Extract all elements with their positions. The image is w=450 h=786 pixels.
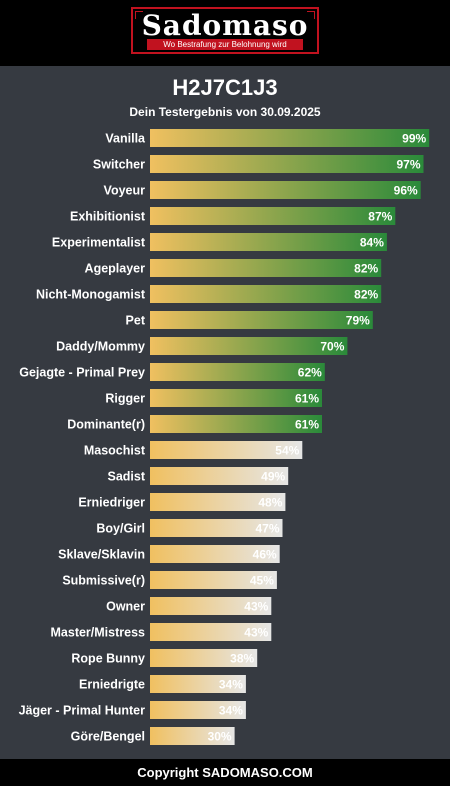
category-label: Boy/Girl: [96, 522, 145, 536]
category-label: Switcher: [93, 158, 145, 172]
bar-value-label: 84%: [360, 236, 384, 250]
category-label: Jäger - Primal Hunter: [19, 704, 146, 718]
result-bar-chart: Vanilla 99% Switcher 97% Voyeur 96% Exhibition…: [19, 129, 430, 745]
result-bar: [150, 701, 246, 719]
category-label: Pet: [126, 314, 146, 328]
result-bar: [150, 415, 322, 433]
bar-value-label: 43%: [244, 626, 268, 640]
category-label: Experimentalist: [52, 236, 146, 250]
result-bar: [150, 285, 382, 303]
logo-corner-ornament: [135, 11, 143, 19]
logo-tagline: Wo Bestrafung zur Belohnung wird: [147, 39, 303, 50]
result-bar: [150, 207, 396, 225]
result-bar: [150, 519, 283, 537]
bar-value-label: 30%: [208, 730, 232, 744]
category-label: Rope Bunny: [71, 652, 145, 666]
result-bar: [150, 545, 280, 563]
bar-value-label: 70%: [320, 340, 344, 354]
bar-value-label: 87%: [368, 210, 392, 224]
category-label: Ageplayer: [85, 262, 146, 276]
result-bar: [150, 493, 286, 511]
result-bar: [150, 311, 373, 329]
result-bar: [150, 623, 272, 641]
category-label: Owner: [106, 600, 145, 614]
bar-value-label: 48%: [258, 496, 282, 510]
result-title: H2J7C1J3: [172, 75, 278, 100]
category-label: Gejagte - Primal Prey: [19, 366, 145, 380]
bar-value-label: 82%: [354, 262, 378, 276]
category-label: Rigger: [105, 392, 145, 406]
result-bar: [150, 389, 322, 407]
category-label: Voyeur: [104, 184, 146, 198]
result-bar: [150, 441, 303, 459]
result-bar: [150, 467, 289, 485]
category-label: Daddy/Mommy: [56, 340, 145, 354]
result-bar: [150, 571, 277, 589]
category-label: Göre/Bengel: [71, 730, 145, 744]
category-label: Nicht-Monogamist: [36, 288, 146, 302]
result-bar: [150, 649, 258, 667]
bar-value-label: 99%: [402, 132, 426, 146]
category-label: Submissive(r): [62, 574, 145, 588]
result-subtitle: Dein Testergebnis von 30.09.2025: [129, 105, 321, 119]
logo-corner-ornament: [307, 11, 315, 19]
category-label: Sklave/Sklavin: [58, 548, 145, 562]
bar-value-label: 61%: [295, 392, 319, 406]
result-bar: [150, 727, 235, 745]
result-bar: [150, 597, 272, 615]
category-label: Exhibitionist: [70, 210, 146, 224]
bar-value-label: 34%: [219, 678, 243, 692]
result-bar: [150, 675, 246, 693]
result-bar: [150, 363, 325, 381]
bar-value-label: 47%: [255, 522, 279, 536]
site-logo[interactable]: Sadomaso Wo Bestrafung zur Belohnung wir…: [131, 7, 319, 54]
bar-value-label: 97%: [396, 158, 420, 172]
result-bar: [150, 259, 382, 277]
category-label: Sadist: [107, 470, 145, 484]
result-bar: [150, 337, 348, 355]
category-label: Erniedrigte: [79, 678, 145, 692]
bar-value-label: 45%: [250, 574, 274, 588]
category-label: Dominante(r): [67, 418, 145, 432]
result-bar: [150, 129, 430, 147]
bar-value-label: 43%: [244, 600, 268, 614]
bar-value-label: 34%: [219, 704, 243, 718]
bar-value-label: 82%: [354, 288, 378, 302]
category-label: Erniedriger: [78, 496, 145, 510]
copyright-footer: Copyright SADOMASO.COM: [0, 759, 450, 786]
header-bar: Sadomaso Wo Bestrafung zur Belohnung wir…: [0, 0, 450, 66]
bar-value-label: 79%: [346, 314, 370, 328]
result-bar: [150, 181, 421, 199]
bar-value-label: 54%: [275, 444, 299, 458]
category-label: Vanilla: [105, 132, 146, 146]
category-label: Master/Mistress: [51, 626, 146, 640]
logo-text: Sadomaso: [141, 9, 309, 42]
bar-value-label: 62%: [298, 366, 322, 380]
result-bar: [150, 155, 424, 173]
bar-value-label: 46%: [253, 548, 277, 562]
bar-value-label: 61%: [295, 418, 319, 432]
category-label: Masochist: [84, 444, 146, 458]
bar-value-label: 96%: [394, 184, 418, 198]
bar-value-label: 49%: [261, 470, 285, 484]
result-bar: [150, 233, 387, 251]
bar-value-label: 38%: [230, 652, 254, 666]
